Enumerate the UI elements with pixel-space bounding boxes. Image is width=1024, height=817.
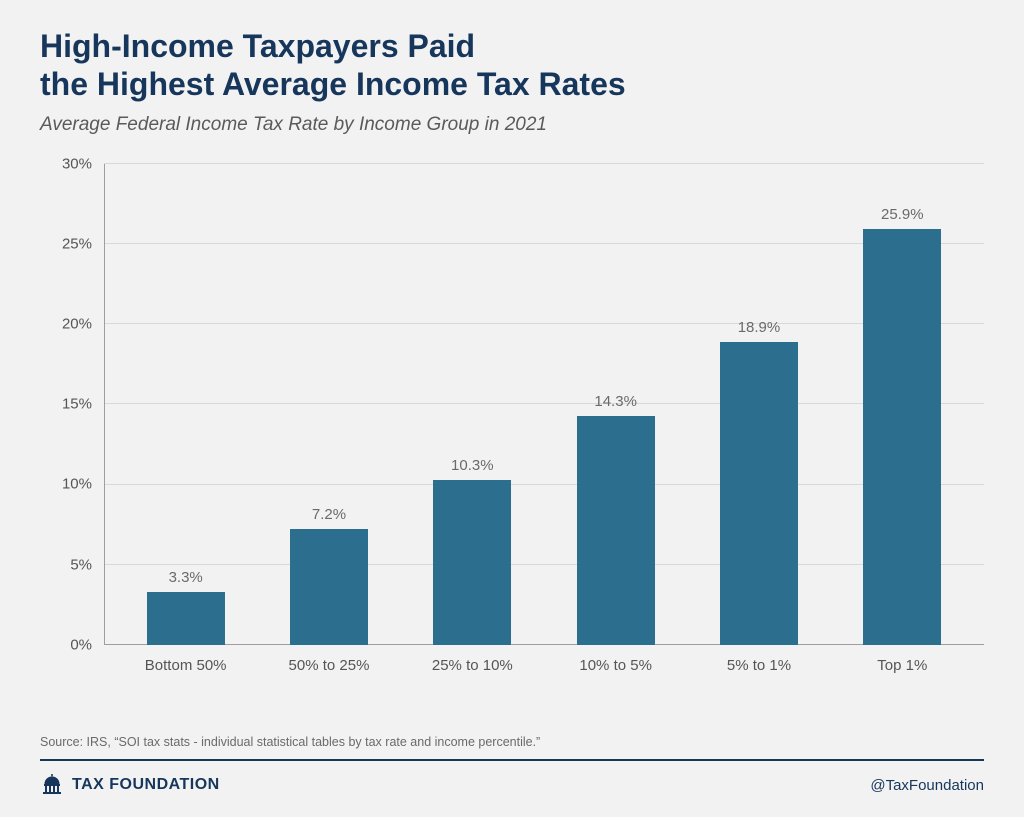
bar-value-label: 7.2% <box>312 506 346 523</box>
bar <box>147 592 225 645</box>
title-line-1: High-Income Taxpayers Paid <box>40 28 475 64</box>
y-tick-label: 25% <box>62 235 92 252</box>
bar <box>433 480 511 645</box>
brand-name: TAX FOUNDATION <box>72 776 220 794</box>
bar <box>863 229 941 645</box>
footer-divider <box>40 759 984 761</box>
brand-logo-group: TAX FOUNDATION <box>40 773 220 797</box>
y-tick-label: 30% <box>62 155 92 172</box>
x-tick-label: Top 1% <box>831 645 974 705</box>
y-tick-label: 15% <box>62 396 92 413</box>
x-axis-labels: Bottom 50%50% to 25%25% to 10%10% to 5%5… <box>104 645 984 705</box>
bar-column: 18.9% <box>687 164 830 646</box>
y-tick-label: 20% <box>62 315 92 332</box>
x-tick-label: 25% to 10% <box>401 645 544 705</box>
bar <box>720 342 798 645</box>
brand-row: TAX FOUNDATION @TaxFoundation <box>40 773 984 797</box>
y-tick-label: 10% <box>62 476 92 493</box>
x-tick-label: 5% to 1% <box>687 645 830 705</box>
bar-column: 25.9% <box>831 164 974 646</box>
bar-value-label: 10.3% <box>451 457 494 474</box>
chart-container: High-Income Taxpayers Paid the Highest A… <box>0 0 1024 817</box>
bar-column: 3.3% <box>114 164 257 646</box>
bar <box>577 416 655 646</box>
y-axis: 0%5%10%15%20%25%30% <box>40 164 104 706</box>
chart-footer: Source: IRS, “SOI tax stats - individual… <box>40 735 984 797</box>
bars: 3.3% 7.2% 10.3% 14.3% 18.9% 25.9% <box>104 164 984 646</box>
plot-area: 3.3%7.2%10.3%14.3%18.9%25.9% Bottom 50%5… <box>104 164 984 706</box>
bar-value-label: 25.9% <box>881 206 924 223</box>
x-tick-label: 50% to 25% <box>257 645 400 705</box>
chart-area: 0%5%10%15%20%25%30% 3.3%7.2%10.3%14.3%18… <box>40 164 984 706</box>
chart-title: High-Income Taxpayers Paid the Highest A… <box>40 28 984 104</box>
bar-value-label: 3.3% <box>169 569 203 586</box>
y-tick-label: 5% <box>70 556 92 573</box>
bar-column: 7.2% <box>257 164 400 646</box>
chart-subtitle: Average Federal Income Tax Rate by Incom… <box>40 114 984 136</box>
title-line-2: the Highest Average Income Tax Rates <box>40 66 626 102</box>
y-tick-label: 0% <box>70 637 92 654</box>
bar-value-label: 14.3% <box>594 393 637 410</box>
x-tick-label: Bottom 50% <box>114 645 257 705</box>
x-tick-label: 10% to 5% <box>544 645 687 705</box>
bar <box>290 529 368 645</box>
source-text: Source: IRS, “SOI tax stats - individual… <box>40 735 984 749</box>
social-handle: @TaxFoundation <box>870 777 984 794</box>
bar-value-label: 18.9% <box>738 319 781 336</box>
bar-column: 14.3% <box>544 164 687 646</box>
bar-column: 10.3% <box>401 164 544 646</box>
capitol-icon <box>40 773 64 797</box>
